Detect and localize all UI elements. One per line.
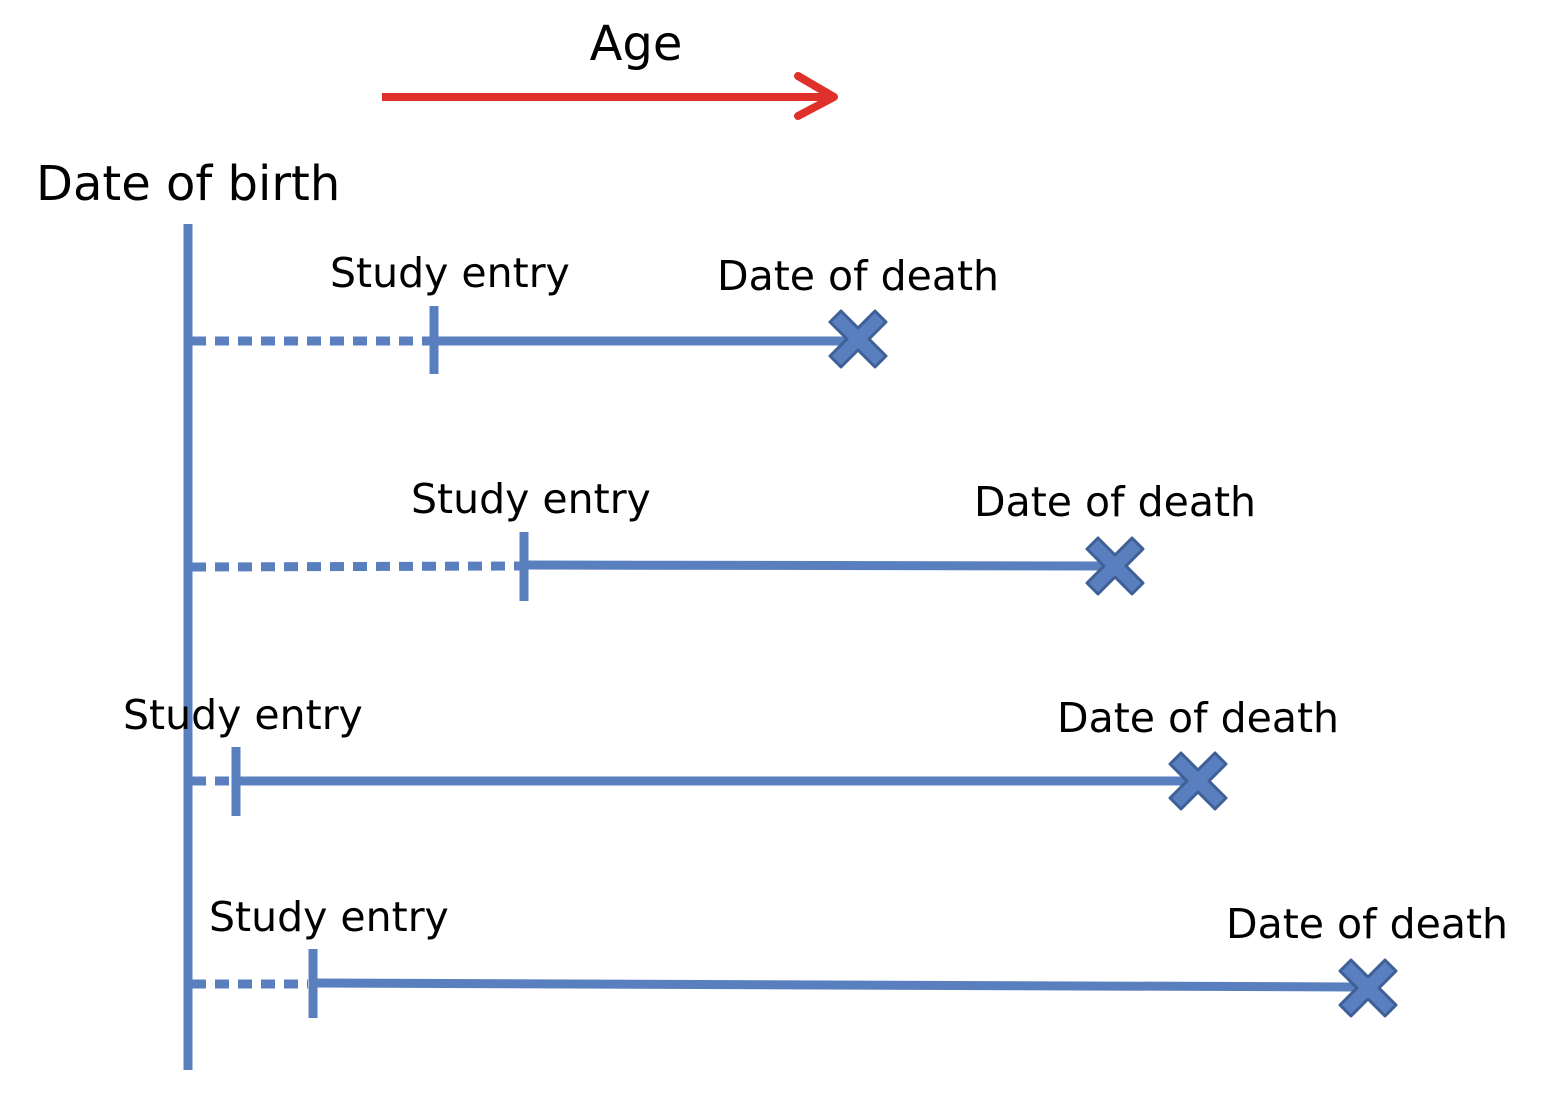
age-arrow-head (794, 72, 838, 120)
death-cross-icon (828, 309, 888, 369)
subject-row: Study entry Date of death (123, 691, 1339, 816)
date-of-death-label: Date of death (1057, 694, 1339, 742)
subject-row: Study entry Date of death (192, 893, 1508, 1018)
subject-row: Study entry Date of death (191, 475, 1256, 601)
study-entry-label: Study entry (123, 691, 363, 739)
study-entry-label: Study entry (209, 893, 449, 941)
follow-up-line (523, 560, 1103, 571)
study-entry-label: Study entry (330, 249, 570, 297)
death-cross-icon (1085, 536, 1145, 596)
subject-row: Study entry Date of death (192, 249, 999, 374)
age-arrow: Age (382, 16, 838, 120)
birth-label: Date of birth (36, 156, 340, 212)
age-label: Age (590, 16, 683, 72)
date-of-death-label: Date of death (717, 252, 999, 300)
date-of-death-label: Date of death (974, 478, 1256, 526)
death-cross-icon (1168, 751, 1228, 811)
pre-entry-dotted-line (191, 561, 521, 572)
death-cross-icon (1338, 958, 1398, 1018)
study-entry-label: Study entry (411, 475, 651, 523)
follow-up-line (312, 978, 1356, 992)
date-of-death-label: Date of death (1226, 900, 1508, 948)
